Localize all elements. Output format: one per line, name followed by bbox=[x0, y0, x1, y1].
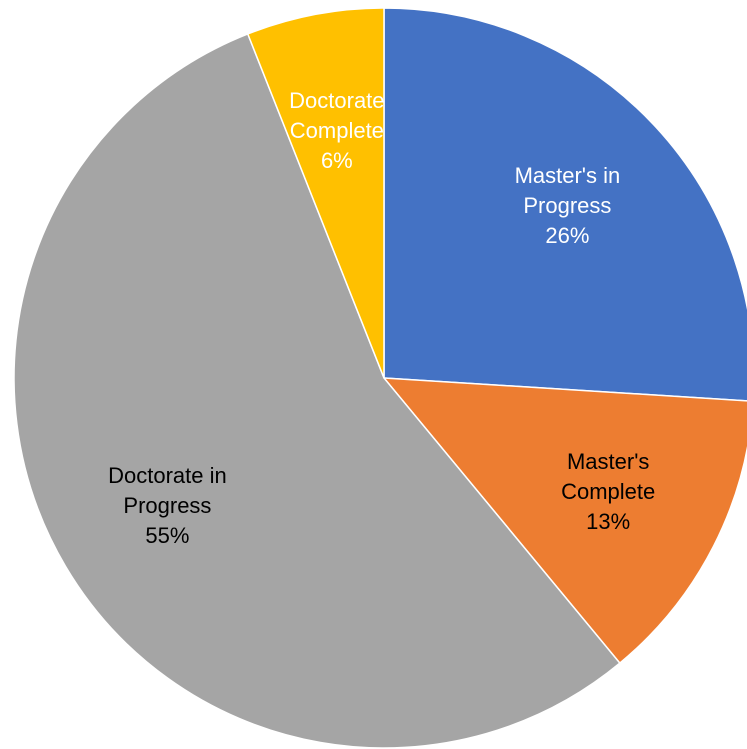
slice-category: Master's Complete bbox=[561, 449, 656, 505]
slice-category: Master's in Progress bbox=[514, 162, 621, 218]
pie-slice bbox=[13, 33, 621, 749]
slice-value: 55% bbox=[145, 523, 190, 549]
slice-category: Doctorate in Progress bbox=[108, 463, 227, 519]
slice-label: Master's in Progress 26% bbox=[487, 161, 647, 251]
slice-label: Doctorate in Progress 55% bbox=[87, 461, 247, 551]
slice-value: 13% bbox=[586, 509, 631, 535]
slice-label: Master's Complete 13% bbox=[528, 447, 688, 537]
pie-slice bbox=[383, 7, 747, 402]
pie-slice bbox=[382, 377, 747, 665]
slice-label: Doctorate Complete 6% bbox=[257, 86, 417, 176]
slice-value: 26% bbox=[545, 222, 590, 248]
pie-slice bbox=[246, 7, 385, 379]
slice-category: Doctorate Complete bbox=[289, 87, 385, 143]
slice-value: 6% bbox=[320, 147, 353, 173]
